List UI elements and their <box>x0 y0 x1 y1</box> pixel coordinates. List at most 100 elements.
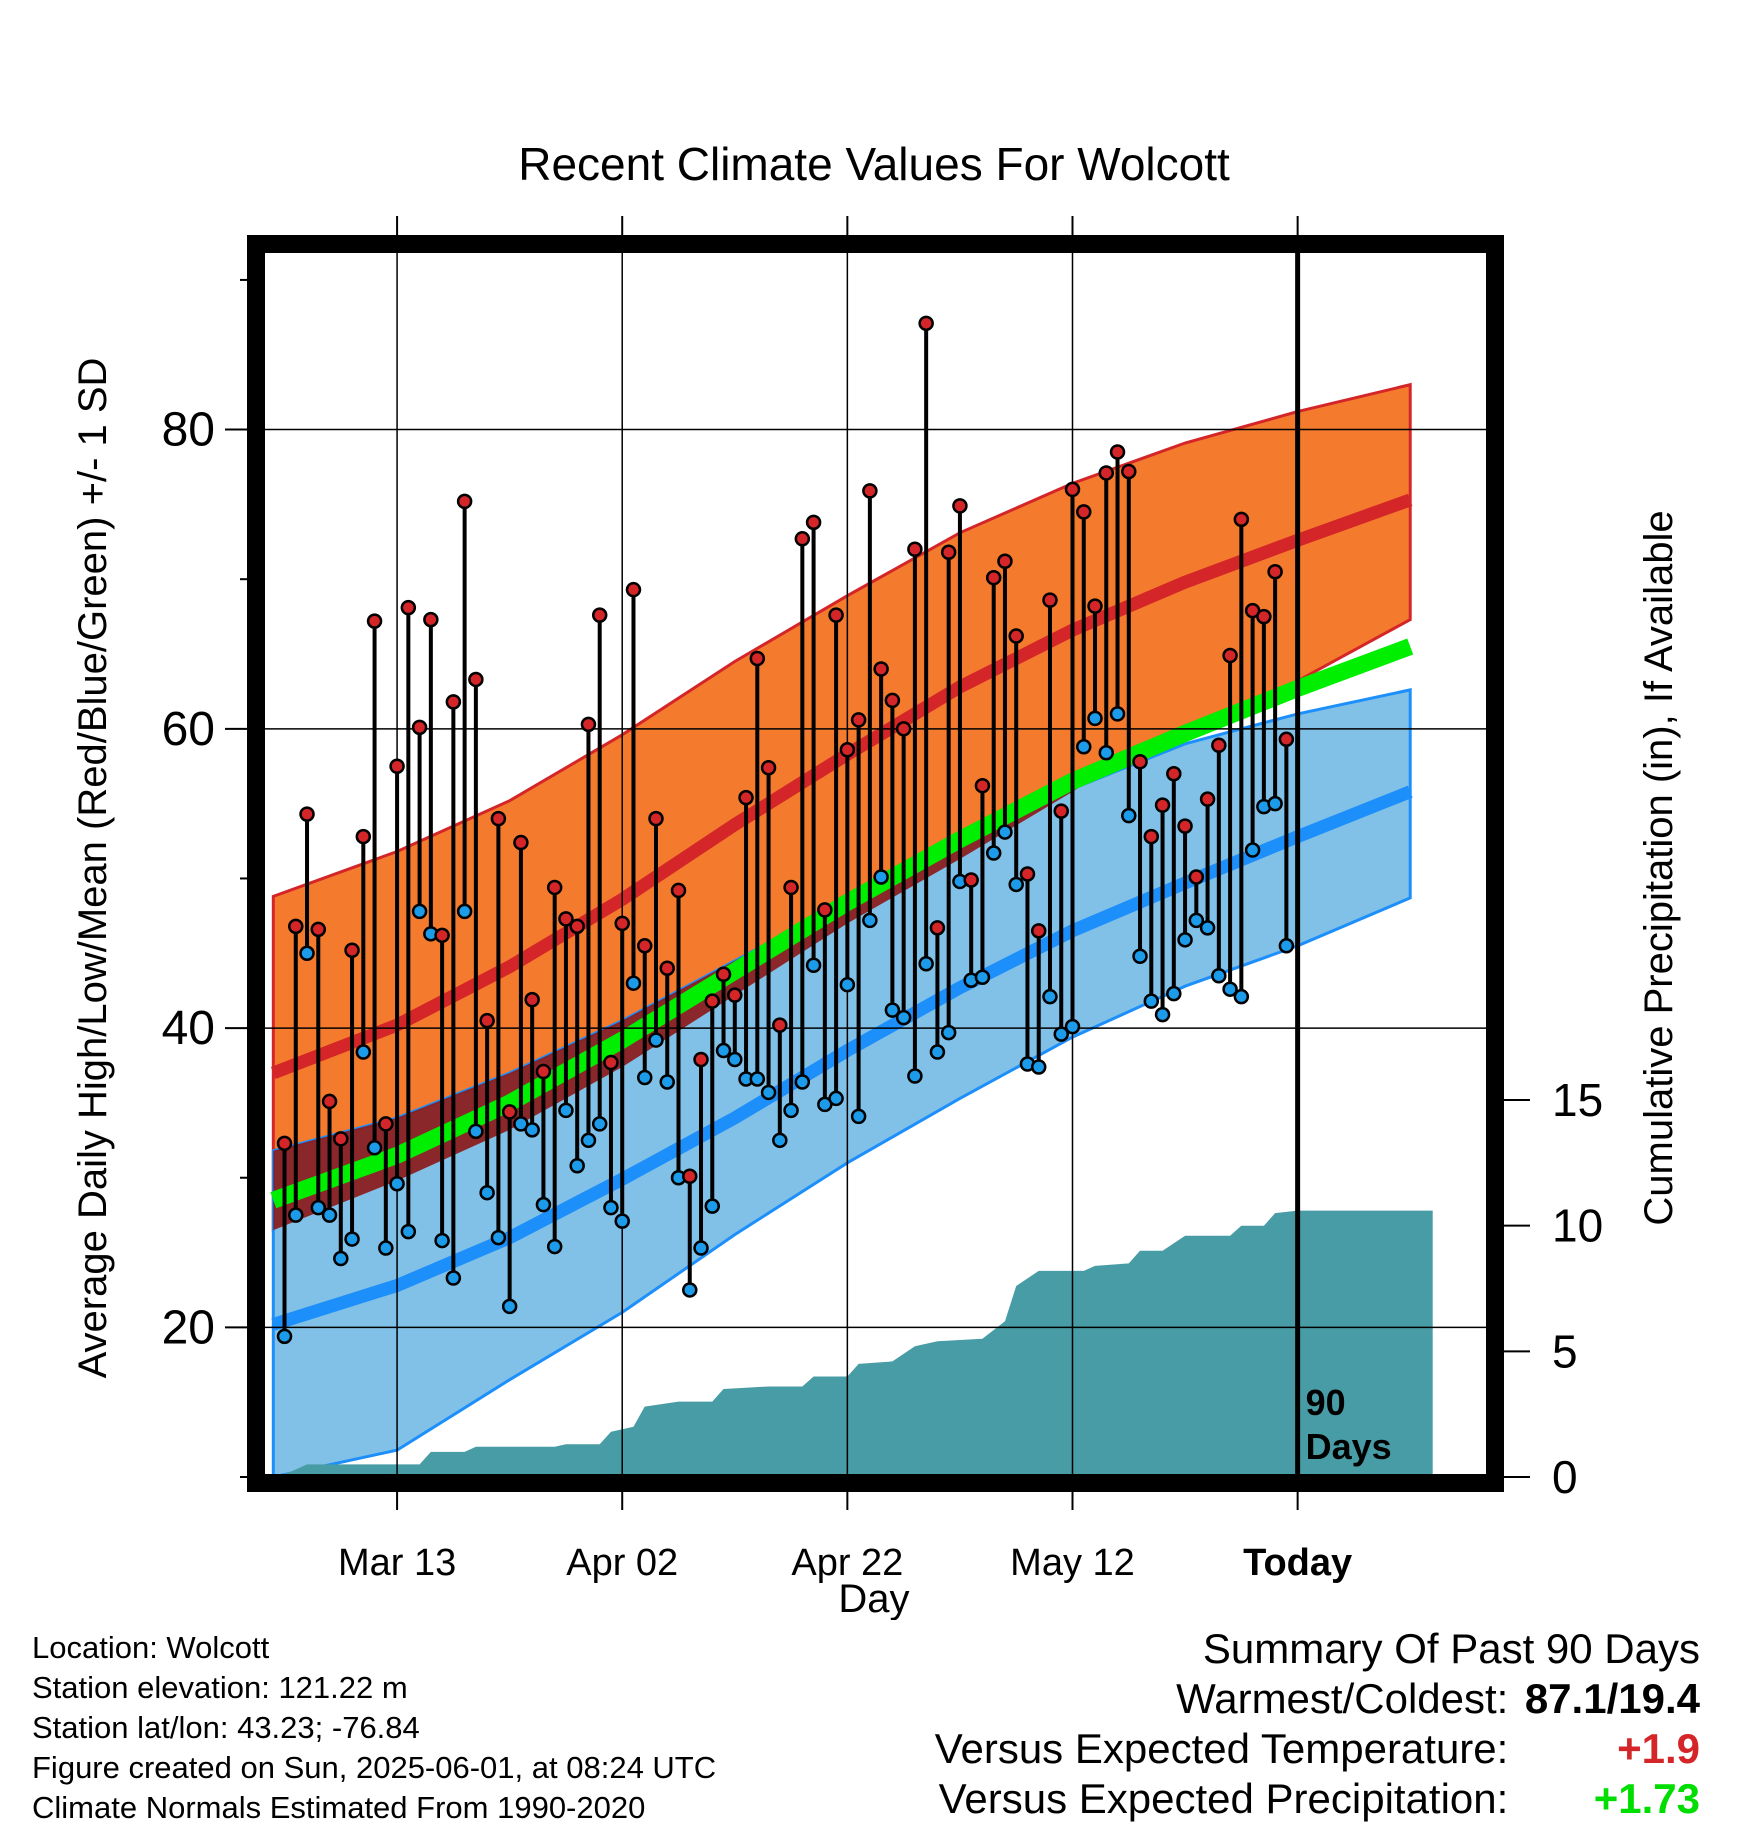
daily-high-point <box>648 810 664 827</box>
daily-low-point <box>366 1140 383 1156</box>
daily-low-point <box>715 1042 732 1059</box>
daily-low-point <box>468 1123 484 1140</box>
daily-high-point <box>817 902 833 918</box>
daily-low-point <box>490 1229 507 1246</box>
daily-high-point <box>963 872 979 888</box>
created-text: Figure created on Sun, 2025-06-01, at 08… <box>32 1750 717 1785</box>
daily-high-point <box>918 315 934 332</box>
daily-high-point <box>400 599 417 616</box>
daily-low-point <box>985 845 1002 861</box>
daily-low-point <box>558 1102 574 1119</box>
location-text: Location: Wolcott <box>32 1630 270 1665</box>
daily-low-point <box>1233 988 1250 1005</box>
daily-low-point <box>918 956 934 972</box>
daily-high-point <box>389 758 405 774</box>
station-info: Location: Wolcott Station elevation: 121… <box>32 1628 716 1828</box>
temp-anomaly-row: Versus Expected Temperature: +1.9 <box>935 1724 1700 1774</box>
warmest-coldest-label: Warmest/Coldest: <box>1176 1675 1509 1722</box>
daily-high-point <box>670 882 687 899</box>
temp-anomaly-label: Versus Expected Temperature: <box>934 1725 1509 1772</box>
daily-high-point <box>535 1063 552 1080</box>
daily-low-point <box>850 1108 867 1125</box>
daily-low-point <box>535 1196 552 1213</box>
daily-high-point <box>288 918 304 935</box>
latlon-text: Station lat/lon: 43.23; -76.84 <box>32 1710 420 1745</box>
daily-high-point <box>952 498 968 514</box>
daily-high-point <box>873 661 889 677</box>
daily-low-point <box>299 945 315 962</box>
daily-low-point <box>760 1084 777 1101</box>
daily-low-point <box>828 1090 844 1107</box>
daily-low-point <box>704 1198 721 1214</box>
daily-low-point <box>479 1184 495 1201</box>
daily-high-point <box>501 1104 518 1120</box>
daily-low-point <box>783 1102 799 1119</box>
daily-low-point <box>1109 706 1126 722</box>
daily-high-point <box>749 650 766 667</box>
daily-high-point <box>355 828 372 845</box>
y-tick-label-right: 0 <box>1552 1451 1578 1503</box>
daily-low-point <box>884 1002 901 1018</box>
daily-high-point <box>1256 608 1272 625</box>
daily-high-point <box>1278 731 1295 748</box>
daily-low-point <box>636 1069 653 1086</box>
daily-high-point <box>366 613 383 629</box>
x-tick-label: Today <box>1243 1542 1352 1584</box>
y-tick-label-left: 80 <box>162 404 215 457</box>
daily-low-point <box>862 912 878 929</box>
summary-title: Summary Of Past 90 Days <box>1202 1625 1700 1672</box>
y-tick-label-left: 60 <box>162 703 215 756</box>
daily-high-point <box>445 694 462 710</box>
daily-low-point <box>344 1231 360 1247</box>
daily-high-point <box>682 1168 698 1184</box>
daily-high-point <box>614 915 630 932</box>
daily-high-point <box>1211 737 1227 754</box>
precip-anomaly-value: +1.73 <box>1593 1775 1700 1822</box>
daily-high-point <box>1064 481 1081 498</box>
daily-low-point <box>569 1158 585 1174</box>
daily-high-point <box>1199 791 1216 807</box>
daily-low-point <box>501 1298 518 1315</box>
normals-text: Climate Normals Estimated From 1990-2020 <box>32 1790 646 1825</box>
daily-low-point <box>321 1207 338 1223</box>
daily-high-point <box>659 960 675 976</box>
daily-low-point <box>1244 842 1261 858</box>
daily-high-point <box>794 531 811 547</box>
daily-low-point <box>546 1238 563 1255</box>
daily-high-point <box>974 777 991 794</box>
x-tick-label: May 12 <box>1010 1542 1135 1584</box>
daily-low-point <box>1042 988 1058 1005</box>
daily-low-point <box>1076 739 1092 755</box>
daily-high-point <box>546 879 563 896</box>
daily-low-point <box>772 1132 788 1149</box>
plot-frame <box>247 235 1504 1492</box>
daily-low-point <box>400 1223 417 1240</box>
daily-high-point <box>513 834 529 851</box>
ninety-days-label-line: Days <box>1306 1426 1392 1467</box>
daily-high-point <box>468 671 484 688</box>
daily-low-point <box>749 1071 766 1087</box>
daily-high-point <box>1076 504 1092 520</box>
daily-low-point <box>895 1009 912 1026</box>
daily-low-point <box>1064 1018 1081 1035</box>
daily-low-point <box>794 1074 811 1090</box>
daily-high-point <box>884 692 901 709</box>
elevation-text: Station elevation: 121.22 m <box>32 1670 408 1705</box>
daily-low-point <box>1199 920 1216 936</box>
daily-low-point <box>524 1122 540 1138</box>
daily-low-point <box>659 1074 675 1090</box>
warmest-coldest-value: 87.1/19.4 <box>1524 1675 1700 1722</box>
daily-low-point <box>310 1199 327 1216</box>
daily-high-point <box>1042 592 1058 608</box>
daily-high-point <box>321 1093 338 1110</box>
daily-high-point <box>805 514 822 531</box>
daily-low-point <box>355 1044 372 1060</box>
daily-low-point <box>591 1116 608 1132</box>
temp-anomaly-value: +1.9 <box>1617 1725 1700 1772</box>
daily-high-point <box>929 920 946 936</box>
daily-high-point <box>299 806 315 822</box>
daily-high-point <box>456 493 473 510</box>
y-axis-label-left: Average Daily High/Low/Mean (Red/Blue/Gr… <box>71 358 115 1379</box>
daily-high-point <box>625 581 642 598</box>
daily-low-point <box>1177 932 1193 948</box>
